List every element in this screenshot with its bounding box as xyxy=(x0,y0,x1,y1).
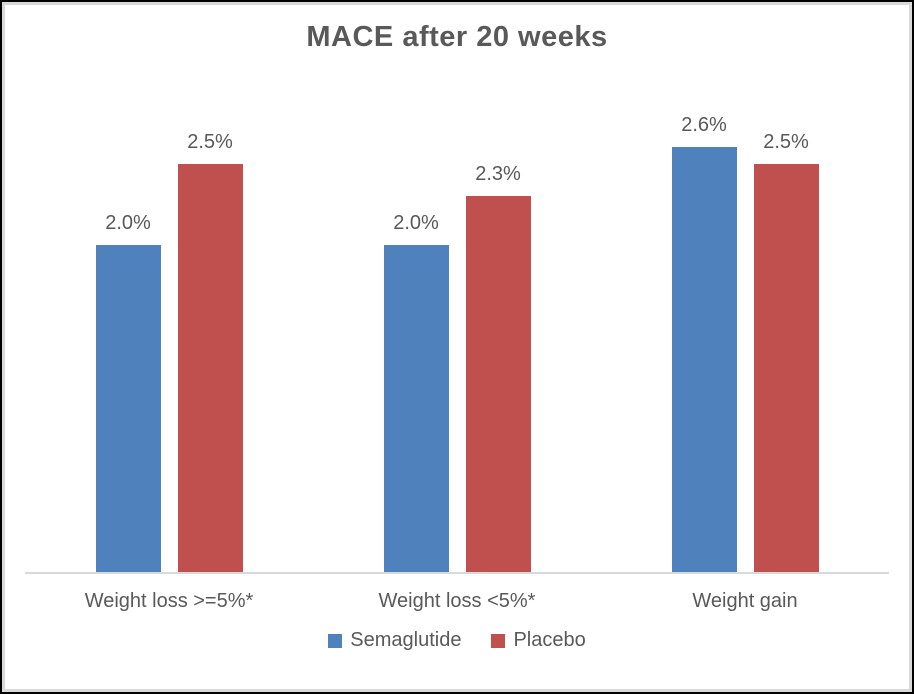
plot-wrap: 2.0% 2.5% 2.0% 2.3% 2.6% 2.5% Weight loss >=5… xyxy=(25,82,889,613)
legend-item-placebo: Placebo xyxy=(491,629,586,652)
legend: Semaglutide Placebo xyxy=(5,629,909,652)
legend-label: Semaglutide xyxy=(350,629,462,651)
data-label: 2.0% xyxy=(393,212,439,234)
category-label: Weight loss >=5%* xyxy=(84,590,254,612)
data-label: 2.0% xyxy=(105,212,151,234)
bar-semaglutide xyxy=(383,245,449,572)
chart-title: MACE after 20 weeks xyxy=(306,21,608,53)
legend-swatch-icon xyxy=(491,633,506,648)
bar-placebo xyxy=(465,196,531,572)
legend-item-semaglutide: Semaglutide xyxy=(328,629,461,652)
bar-placebo xyxy=(177,164,243,572)
bar-column: 2.5% xyxy=(177,82,243,572)
plot-area: 2.0% 2.5% 2.0% 2.3% 2.6% 2.5% xyxy=(25,82,889,574)
bar-column: 2.0% xyxy=(95,82,161,572)
bar-column: 2.0% xyxy=(383,82,449,572)
bar-group: 2.6% 2.5% xyxy=(601,82,889,572)
bar-column: 2.5% xyxy=(753,82,819,572)
legend-label: Placebo xyxy=(513,629,586,651)
x-axis-labels: Weight loss >=5%* Weight loss <5%* Weight … xyxy=(25,574,889,613)
bar-column: 2.3% xyxy=(465,82,531,572)
category-label: Weight loss <5%* xyxy=(378,590,536,612)
bar-column: 2.6% xyxy=(671,82,737,572)
bar-semaglutide xyxy=(671,147,737,572)
bar-group: 2.0% 2.5% xyxy=(25,82,313,572)
data-label: 2.5% xyxy=(187,131,233,153)
data-label: 2.5% xyxy=(763,131,809,153)
data-label: 2.6% xyxy=(681,114,727,136)
category-label: Weight gain xyxy=(692,590,798,612)
data-label: 2.3% xyxy=(475,163,521,185)
bar-semaglutide xyxy=(95,245,161,572)
bar-placebo xyxy=(753,164,819,572)
legend-swatch-icon xyxy=(328,633,343,648)
bar-group: 2.0% 2.3% xyxy=(313,82,601,572)
